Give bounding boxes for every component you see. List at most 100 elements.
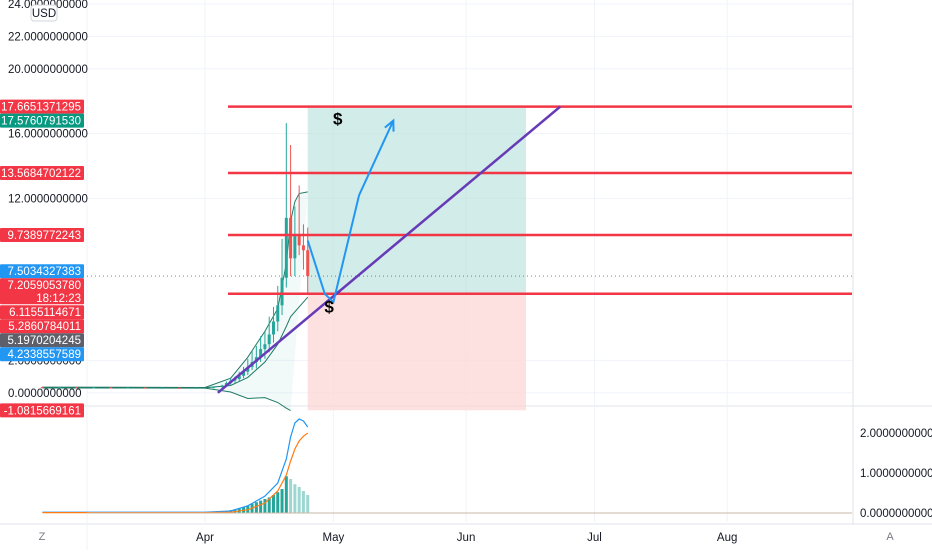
price-tick-label: 20.0000000000 — [8, 64, 88, 76]
indicator-series-line — [42, 418, 309, 513]
candle-body — [242, 371, 246, 376]
candle-body — [126, 387, 130, 389]
position-zones[interactable] — [307, 108, 526, 411]
time-tick-label: Jul — [587, 532, 602, 544]
candle-body — [75, 387, 79, 389]
price-tag-value: 7.5034327383 — [7, 266, 81, 278]
candle-body — [143, 387, 147, 389]
price-tag-bg — [0, 99, 84, 114]
price-tag-bg — [0, 278, 84, 305]
candle-body — [109, 387, 113, 389]
price-tag: 17.5760791530 — [0, 113, 84, 128]
histogram-bar — [289, 479, 293, 513]
price-tag-value: 4.2338557589 — [7, 349, 81, 361]
histogram-bar — [259, 500, 263, 513]
histogram-bar — [306, 495, 310, 513]
candle-body — [40, 387, 44, 389]
price-tag: 17.6651371295 — [0, 99, 84, 114]
indicator-series-line — [42, 432, 309, 514]
time-tick-label: Apr — [196, 532, 214, 544]
price-tag-bg — [0, 333, 84, 348]
price-tag-bg — [0, 305, 84, 320]
price-tick-label: 16.0000000000 — [8, 129, 88, 141]
candle-body — [212, 386, 216, 388]
candle-body — [280, 277, 284, 306]
histogram-bar — [284, 476, 288, 513]
candle-body — [276, 305, 280, 322]
price-tag: 5.2860784011 — [0, 319, 84, 334]
price-tag-value: 9.7389772243 — [7, 230, 81, 242]
candle-body — [194, 387, 198, 389]
histogram-bar — [280, 489, 284, 513]
drawings[interactable]: $$ — [87, 105, 852, 394]
histogram-bar — [267, 497, 271, 513]
price-tag-countdown: 18:12:23 — [36, 293, 81, 305]
histogram-bar — [301, 491, 305, 513]
price-tag: -1.0815669161 — [0, 403, 84, 418]
time-tick-label: May — [323, 532, 345, 544]
price-tag: 13.5684702122 — [0, 165, 84, 180]
candle-body — [297, 234, 301, 246]
price-tag-value: 13.5684702122 — [1, 168, 81, 180]
indicator-tick-label: 2.0000000000 — [860, 428, 932, 440]
candle-body — [160, 387, 164, 389]
candle-body — [220, 385, 224, 387]
auto-scale-button[interactable]: A — [886, 531, 894, 543]
price-tag-value: 17.5760791530 — [1, 116, 81, 128]
price-tag-bg — [0, 347, 84, 362]
bollinger-lower-line — [42, 387, 291, 412]
price-tag-bg — [0, 403, 84, 418]
price-tag-bg — [0, 113, 84, 128]
price-tag: 6.1155114671 — [0, 305, 84, 320]
candle-body — [289, 217, 293, 259]
arrow-head — [384, 118, 395, 132]
currency-badge[interactable] — [30, 4, 58, 22]
price-tag-value: -1.0815669161 — [4, 405, 81, 417]
histogram-bar — [297, 487, 301, 513]
price-tags: 17.6651371295 17.5760791530 13.5684702122 9… — [0, 99, 84, 418]
zoom-reset-button[interactable]: Z — [39, 531, 46, 543]
candle-body — [284, 217, 288, 278]
price-tag-value: 6.1155114671 — [9, 307, 81, 319]
price-tick-label: 22.0000000000 — [8, 31, 88, 43]
indicator-tick-label: 0.0000000000 — [860, 508, 932, 520]
dollar-annotation[interactable]: $ — [324, 297, 334, 316]
candle-body — [237, 375, 241, 380]
price-tag-value: 17.6651371295 — [1, 102, 81, 114]
candle-body — [293, 234, 297, 259]
candle-body — [57, 387, 61, 389]
candle-body — [306, 250, 310, 277]
candle-body — [92, 387, 96, 389]
histogram-bar — [276, 492, 280, 513]
price-tag-bg — [0, 228, 84, 243]
indicator-panel — [42, 418, 852, 514]
time-axis[interactable]: Apr May Jun Jul Aug — [196, 532, 737, 544]
price-tick-label: 0.0000000000 — [8, 388, 82, 400]
price-tag: 4.2338557589 — [0, 347, 84, 362]
bollinger-fill — [42, 191, 308, 411]
indicator-tick-label: 1.0000000000 — [860, 468, 932, 480]
candle-body — [263, 344, 267, 350]
price-tag-value: 7.2059053780 — [7, 280, 81, 292]
price-tag: 7.5034327383 — [0, 264, 84, 279]
price-tag-bg — [0, 264, 84, 279]
price-tag-value: 5.2860784011 — [8, 321, 81, 333]
currency-label: USD — [32, 8, 56, 20]
candle-body — [301, 245, 305, 251]
projection-arrow[interactable] — [306, 120, 395, 304]
loss-zone[interactable] — [307, 293, 526, 411]
candle-body — [267, 334, 271, 345]
dollar-annotation[interactable]: $ — [333, 109, 343, 128]
price-tag-bg — [0, 165, 84, 180]
candle-body — [177, 387, 181, 389]
histogram-bar — [293, 484, 297, 513]
histogram-bar — [271, 495, 275, 513]
profit-zone[interactable] — [307, 108, 526, 294]
price-tag-bg — [0, 319, 84, 334]
trend-line[interactable] — [217, 105, 562, 394]
price-tag-value: 5.1970204245 — [7, 335, 81, 347]
price-tag: 9.7389772243 — [0, 228, 84, 243]
